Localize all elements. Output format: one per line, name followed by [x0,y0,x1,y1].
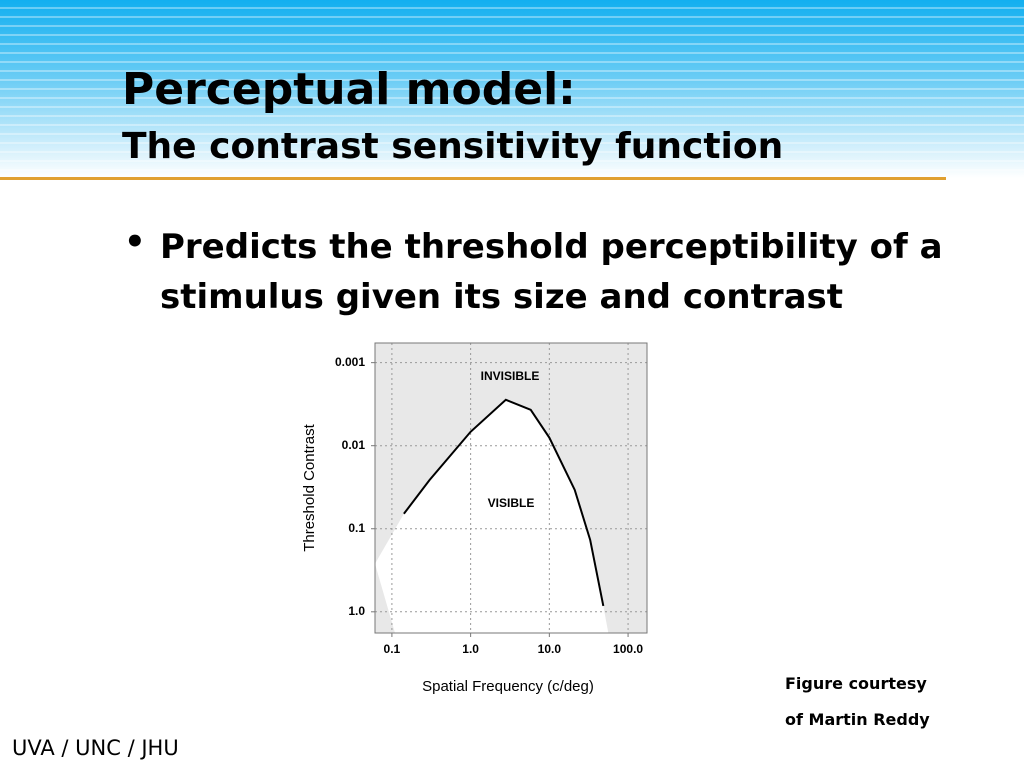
y-tick-label: 0.01 [342,438,366,452]
x-tick-label: 100.0 [613,642,643,656]
y-axis-label: Threshold Contrast [301,423,318,551]
bullet-text: Predicts the threshold perceptibility of… [160,227,943,317]
y-tick-label: 0.001 [335,355,365,369]
header-band [0,0,1024,178]
header-rule [0,177,946,180]
plot-frame [374,342,648,634]
annotation: INVISIBLE [481,369,540,383]
credit: Figure courtesy [785,674,927,693]
subtitle: The contrast sensitivity function [122,126,784,167]
y-tick-label: 1.0 [348,604,365,618]
credit: of Martin Reddy [785,710,930,729]
visible-region [375,399,609,633]
threshold-curve [403,398,605,607]
footer: UVA / UNC / JHU [12,736,179,760]
annotation: VISIBLE [488,496,535,510]
title: Perceptual model: [122,64,576,115]
x-tick-label: 1.0 [462,642,479,656]
x-axis-label: Spatial Frequency (c/deg) [422,678,594,695]
plot [375,343,647,633]
x-tick-label: 10.0 [538,642,562,656]
x-tick-label: 0.1 [384,642,401,656]
y-tick-label: 0.1 [348,521,365,535]
bullet-dot: • [124,222,146,262]
